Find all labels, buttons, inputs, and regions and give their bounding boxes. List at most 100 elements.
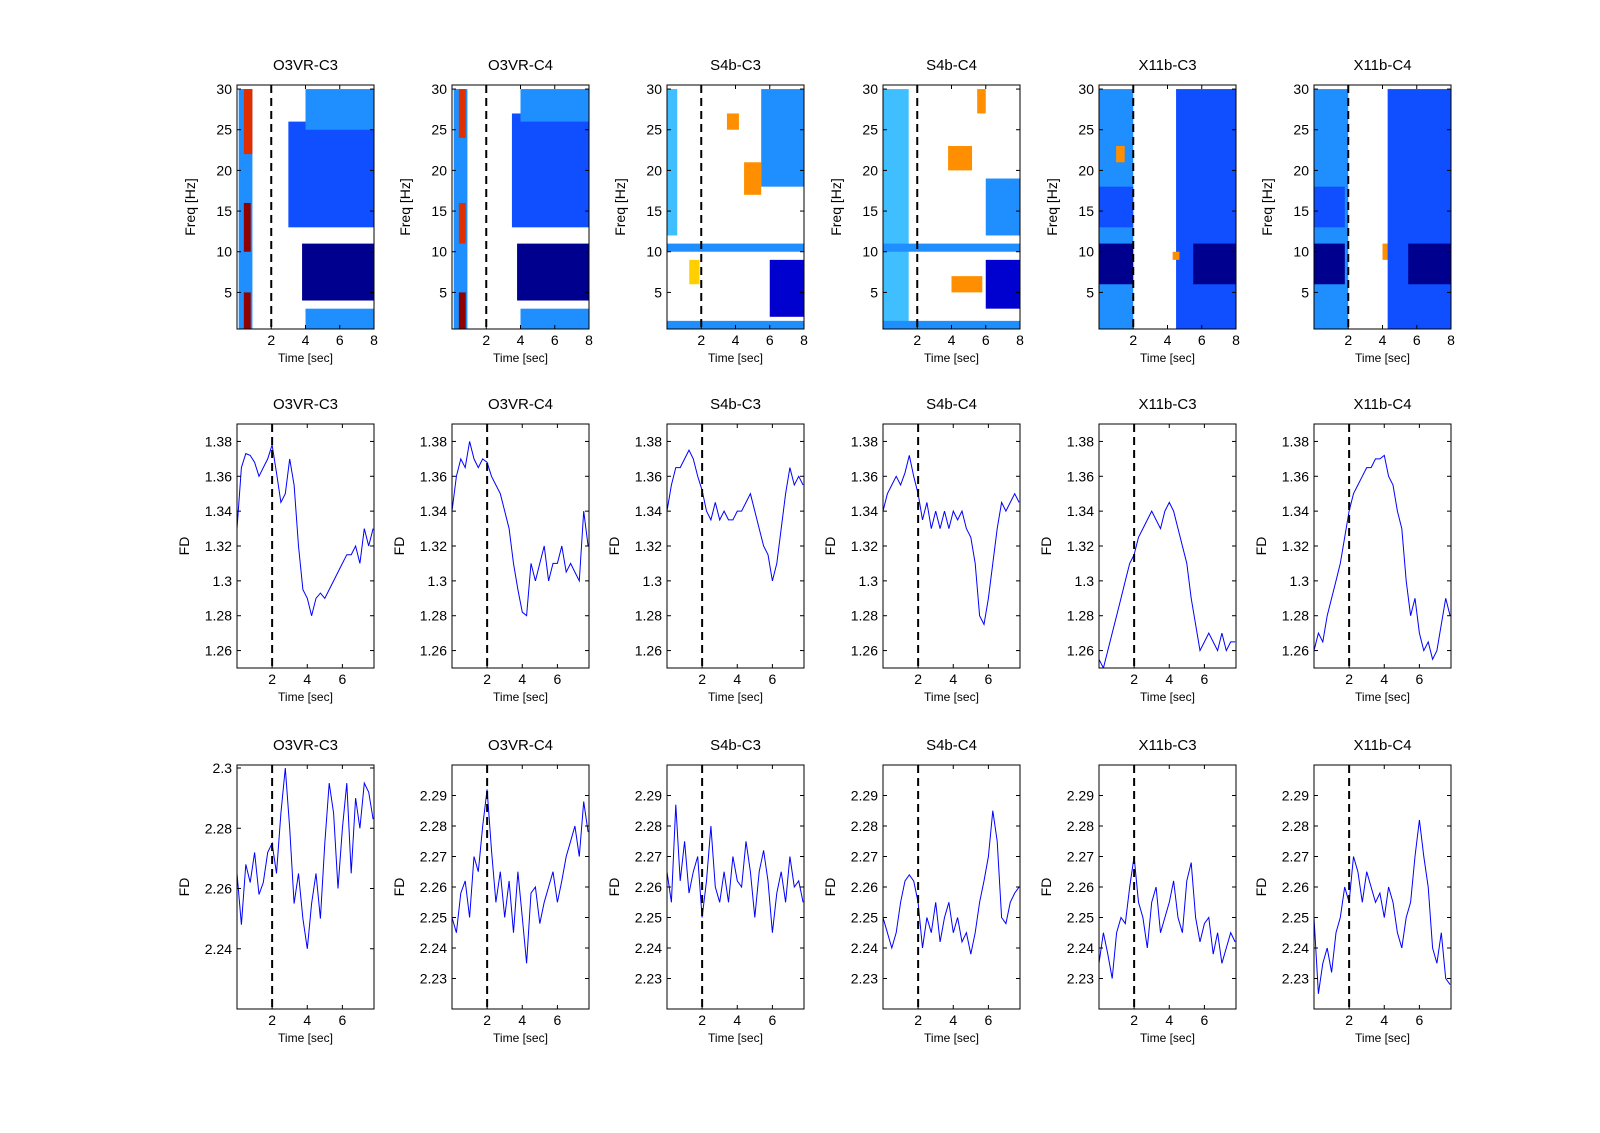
y-tick-label: 1.32 (1067, 538, 1094, 554)
y-tick-label: 2.29 (420, 788, 447, 804)
x-axis-label: Time [sec] (708, 351, 763, 365)
y-tick-label: 5 (654, 284, 662, 300)
y-axis-label: Freq [Hz] (182, 178, 198, 236)
y-tick-label: 25 (216, 122, 232, 138)
subplot-2-3: 2 4 6 2.23 2.24 2.25 2.26 2.27 2.28 2.29 S4b-C4 Tim… (822, 737, 1021, 1045)
x-axis-label: Time [sec] (278, 690, 333, 704)
y-tick-label: 1.26 (851, 643, 878, 659)
subplot-1-3: 2 4 6 1.26 1.28 1.3 1.32 1.34 1.36 1.38 S4b-C4 Time… (822, 396, 1021, 704)
y-tick-label: 2.24 (1282, 940, 1309, 956)
y-tick-label: 5 (1086, 284, 1094, 300)
heatmap-cell (1391, 186, 1451, 236)
x-tick-label: 8 (1447, 332, 1455, 348)
y-tick-label: 30 (216, 81, 232, 97)
y-axis-label: FD (606, 878, 622, 897)
subplot-0-2: 2 4 6 8 5 10 15 20 25 30 S4b-C3 Time [sec] Freq [Hz] (612, 57, 808, 365)
axes-box (882, 423, 1021, 669)
y-tick-label: 2.26 (420, 879, 447, 895)
x-axis-label: Time [sec] (278, 1031, 333, 1045)
y-axis-label: FD (1038, 537, 1054, 556)
x-axis-label: Time [sec] (1355, 1031, 1410, 1045)
heatmap-cell (288, 121, 374, 228)
x-axis-label: Time [sec] (708, 1031, 763, 1045)
subplot-title: O3VR-C3 (273, 737, 338, 754)
y-tick-label: 1.28 (420, 608, 447, 624)
heatmap-cell (1314, 186, 1345, 228)
y-tick-label: 2.23 (851, 971, 878, 987)
subplot-1-0: 2 4 6 1.26 1.28 1.3 1.32 1.34 1.36 1.38 O3VR-C3 Tim… (176, 396, 375, 704)
y-tick-label: 1.3 (1290, 573, 1310, 589)
y-tick-label: 2.24 (205, 941, 232, 957)
x-tick-label: 8 (1016, 332, 1024, 348)
x-tick-label: 4 (733, 671, 741, 687)
x-tick-label: 2 (483, 671, 491, 687)
y-tick-label: 30 (862, 81, 878, 97)
y-tick-label: 1.28 (1067, 608, 1094, 624)
x-axis-label: Time [sec] (493, 351, 548, 365)
fd-series-line (452, 441, 589, 617)
heatmap-cell (726, 113, 739, 130)
y-tick-label: 10 (646, 244, 662, 260)
y-tick-label: 2.26 (635, 879, 662, 895)
fd-series-line (883, 455, 1020, 626)
heatmap-cell (458, 89, 466, 138)
subplot-0-1: 2 4 6 8 5 10 15 20 25 30 O3VR-C4 Time [sec] Freq [Hz… (397, 57, 593, 365)
heatmap-cell (883, 243, 1020, 252)
y-tick-label: 15 (862, 203, 878, 219)
heatmap-cell (667, 320, 804, 329)
subplot-title: S4b-C3 (710, 57, 761, 74)
x-tick-label: 6 (768, 671, 776, 687)
heatmap-cell (243, 202, 251, 252)
y-tick-label: 1.3 (643, 573, 663, 589)
subplot-title: X11b-C3 (1138, 396, 1196, 413)
subplot-title: O3VR-C3 (273, 396, 338, 413)
x-axis-label: Time [sec] (1355, 351, 1410, 365)
y-tick-label: 2.27 (1067, 849, 1094, 865)
y-tick-label: 1.38 (1067, 433, 1094, 449)
y-tick-label: 2.25 (635, 910, 662, 926)
subplot-0-5: 2 4 6 8 5 10 15 20 25 30 X11b-C4 Time [sec] Freq [Hz… (1259, 57, 1455, 365)
y-tick-label: 20 (1293, 162, 1309, 178)
heatmap-cell (458, 292, 466, 329)
fd-series-line (667, 804, 804, 933)
y-tick-label: 1.26 (635, 643, 662, 659)
x-axis-label: Time [sec] (924, 1031, 979, 1045)
x-tick-label: 6 (1413, 332, 1421, 348)
x-axis-label: Time [sec] (924, 690, 979, 704)
y-tick-label: 5 (224, 284, 232, 300)
y-axis-label: Freq [Hz] (612, 178, 628, 236)
y-tick-label: 1.26 (1282, 643, 1309, 659)
subplot-title: S4b-C4 (926, 57, 977, 74)
heatmap-cell (458, 202, 466, 244)
heatmap-cell (769, 259, 804, 317)
x-tick-label: 2 (697, 332, 705, 348)
subplot-1-5: 2 4 6 1.26 1.28 1.3 1.32 1.34 1.36 1.38 X11b-C4 Tim… (1253, 396, 1452, 704)
heatmap-cell (1408, 243, 1451, 285)
x-tick-label: 8 (1232, 332, 1240, 348)
fd-series-line (1099, 501, 1236, 668)
subplot-1-2: 2 4 6 1.26 1.28 1.3 1.32 1.34 1.36 1.38 S4b-C3 Time… (606, 396, 805, 704)
y-tick-label: 1.36 (1282, 468, 1309, 484)
heatmap-cell (243, 292, 251, 329)
fd-series-line (452, 789, 589, 964)
y-tick-label: 25 (646, 122, 662, 138)
fd-series-line (237, 767, 374, 949)
subplot-title: X11b-C3 (1138, 57, 1196, 74)
y-tick-label: 1.36 (851, 468, 878, 484)
y-tick-label: 10 (431, 244, 447, 260)
axes-box (236, 764, 375, 1010)
x-tick-label: 6 (1415, 671, 1423, 687)
y-tick-label: 20 (431, 162, 447, 178)
y-tick-label: 1.28 (1282, 608, 1309, 624)
subplot-title: O3VR-C4 (488, 737, 553, 754)
x-axis-label: Time [sec] (493, 1031, 548, 1045)
y-tick-label: 2.29 (851, 788, 878, 804)
y-axis-label: Freq [Hz] (828, 178, 844, 236)
heatmap-cell (517, 243, 589, 301)
y-tick-label: 2.27 (635, 849, 662, 865)
x-tick-label: 2 (1130, 671, 1138, 687)
y-tick-label: 2.28 (420, 818, 447, 834)
x-axis-label: Time [sec] (708, 690, 763, 704)
x-tick-label: 4 (1380, 671, 1388, 687)
y-tick-label: 1.28 (635, 608, 662, 624)
